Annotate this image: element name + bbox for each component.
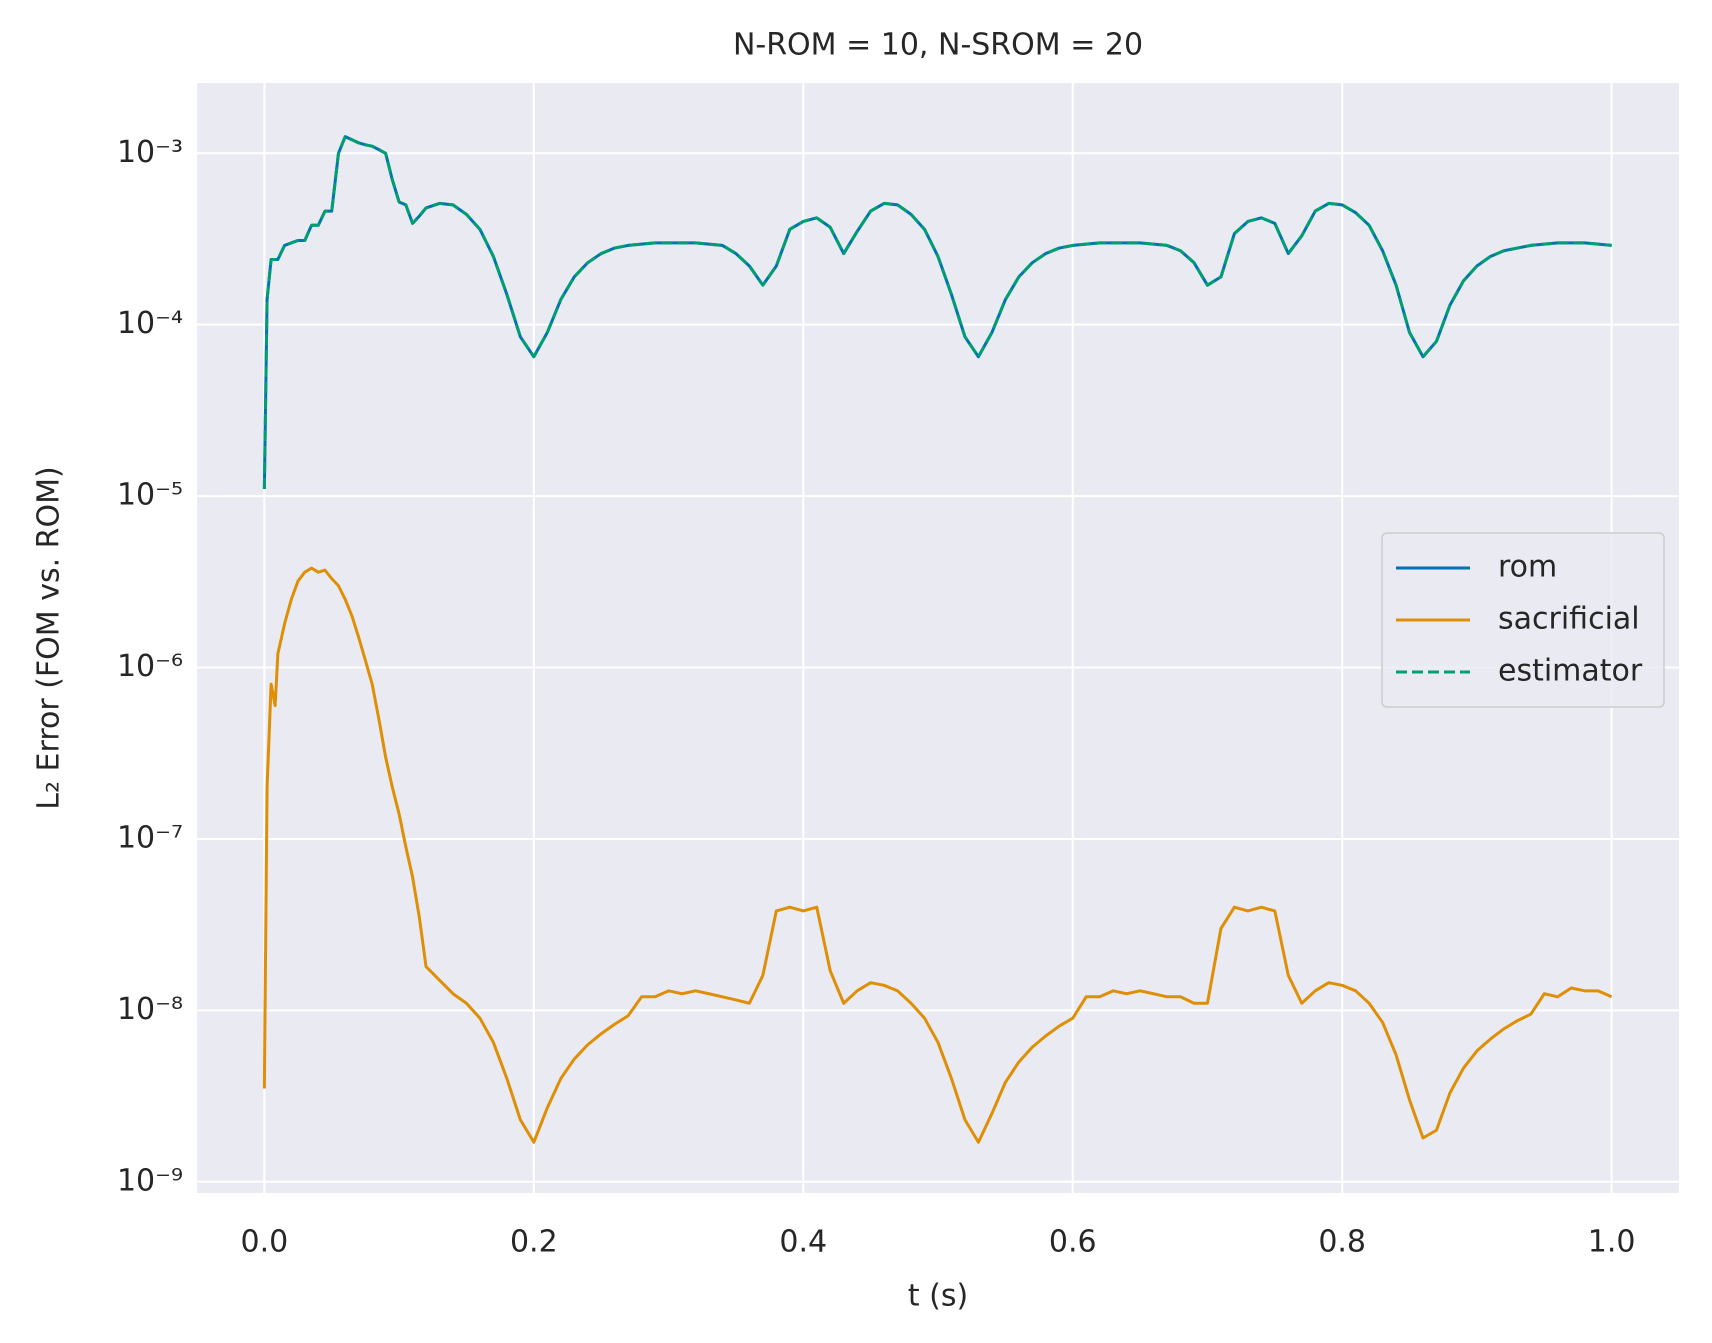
y-tick-label: 10⁻⁸ (117, 992, 183, 1027)
y-tick-label: 10⁻³ (117, 135, 183, 170)
y-tick-label: 10⁻⁹ (117, 1163, 183, 1198)
y-tick-label: 10⁻⁶ (117, 649, 183, 684)
x-tick-label: 0.2 (510, 1225, 558, 1260)
x-tick-label: 1.0 (1588, 1225, 1636, 1260)
series-line (262, 566, 1613, 1144)
x-tick-label: 0.0 (241, 1225, 289, 1260)
x-axis-label: t (s) (908, 1279, 968, 1314)
lines (262, 135, 1613, 1144)
y-axis-label: L₂ Error (FOM vs. ROM) (32, 466, 67, 809)
y-tick-label: 10⁻⁵ (117, 478, 183, 513)
y-tick-label: 10⁻⁴ (117, 306, 183, 341)
x-tick-label: 0.4 (779, 1225, 827, 1260)
legend-label: sacrificial (1498, 602, 1640, 637)
legend-box (1381, 532, 1665, 708)
chart-title: N-ROM = 10, N-SROM = 20 (733, 28, 1143, 63)
legend: rom sacrificial estimator (1381, 532, 1665, 708)
legend-label: estimator (1498, 654, 1643, 689)
x-tick-label: 0.8 (1318, 1225, 1366, 1260)
series-line (262, 135, 1612, 490)
legend-label: rom (1498, 550, 1557, 585)
x-tick-label: 0.6 (1049, 1225, 1097, 1260)
y-tick-label: 10⁻⁷ (117, 820, 183, 855)
